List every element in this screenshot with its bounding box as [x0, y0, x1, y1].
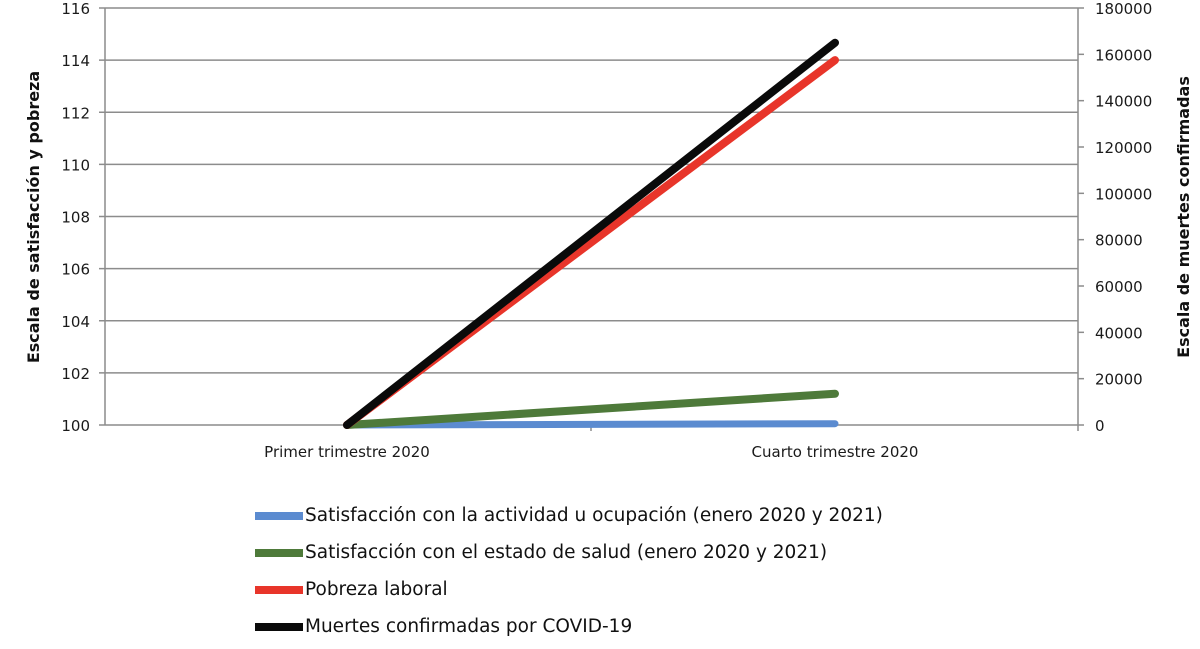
legend-swatch-black-icon	[255, 622, 303, 631]
right-tick-label: 60000	[1095, 278, 1143, 296]
right-tick-label: 100000	[1095, 185, 1152, 203]
right-tick-label: 140000	[1095, 93, 1152, 111]
left-tick-label: 104	[61, 313, 90, 331]
right-tick-label: 160000	[1095, 46, 1152, 64]
legend-label: Satisfacción con el estado de salud (ene…	[305, 542, 828, 563]
series-lines	[343, 38, 839, 429]
left-tick-label: 110	[61, 156, 90, 174]
left-tick-label: 108	[61, 209, 90, 227]
left-axis-title: Escala de satisfacción y pobreza	[24, 71, 43, 363]
legend-swatch-red-icon	[255, 585, 303, 594]
legend: Satisfacción con la actividad u ocupació…	[255, 497, 883, 645]
right-tick-label: 80000	[1095, 232, 1143, 250]
legend-label: Pobreza laboral	[305, 579, 448, 600]
right-tick-label: 20000	[1095, 371, 1143, 389]
right-axis-title: Escala de muertes confirmadas	[1174, 76, 1193, 358]
left-tick-label: 106	[61, 261, 90, 279]
left-axis-ticks: 100 102 104 106 108 110 112 114 116	[61, 0, 105, 435]
right-tick-label: 0	[1095, 417, 1105, 435]
series-line-1	[343, 389, 839, 429]
legend-swatch-blue-icon	[255, 511, 303, 520]
left-tick-label: 112	[61, 104, 90, 122]
legend-item-actividad: Satisfacción con la actividad u ocupació…	[255, 497, 883, 534]
series-line-0	[343, 420, 839, 429]
right-axis-ticks: 0 20000 40000 60000 80000 100000 120000 140000 1…	[1078, 0, 1152, 435]
legend-item-pobreza: Pobreza laboral	[255, 571, 883, 608]
right-tick-label: 120000	[1095, 139, 1152, 157]
category-label-q1: Primer trimestre 2020	[264, 443, 430, 461]
legend-label: Satisfacción con la actividad u ocupació…	[305, 505, 883, 526]
left-tick-label: 114	[61, 52, 90, 70]
gridlines	[105, 7, 1078, 374]
left-tick-label: 100	[61, 417, 90, 435]
series-line-3	[343, 38, 839, 429]
category-label-q4: Cuarto trimestre 2020	[752, 443, 919, 461]
left-tick-label: 102	[61, 365, 90, 383]
right-tick-label: 40000	[1095, 324, 1143, 342]
legend-swatch-green-icon	[255, 548, 303, 557]
right-tick-label: 180000	[1095, 0, 1152, 18]
legend-label: Muertes confirmadas por COVID-19	[305, 616, 633, 637]
legend-item-salud: Satisfacción con el estado de salud (ene…	[255, 534, 883, 571]
left-tick-label: 116	[61, 0, 90, 18]
legend-item-muertes: Muertes confirmadas por COVID-19	[255, 608, 883, 645]
